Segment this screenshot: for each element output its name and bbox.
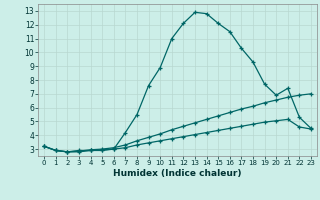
- X-axis label: Humidex (Indice chaleur): Humidex (Indice chaleur): [113, 169, 242, 178]
